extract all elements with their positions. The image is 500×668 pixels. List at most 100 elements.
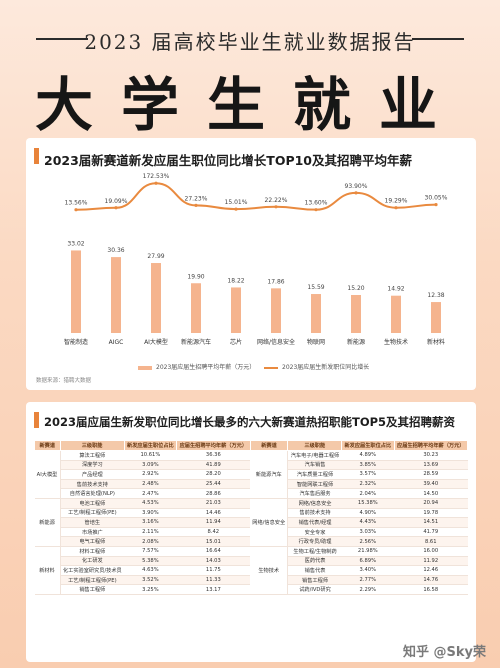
avg-salary: 14.76 bbox=[394, 575, 468, 586]
job-share: 3.52% bbox=[124, 575, 177, 586]
table-row: 销售工程师 3.25% 13.17 试药/IVD研究 2.29% 16.58 bbox=[35, 584, 468, 595]
growth-label: 19.09% bbox=[105, 198, 128, 205]
column-header: 三级职能 bbox=[59, 440, 125, 451]
job-share: 3.03% bbox=[341, 527, 394, 538]
avg-salary: 14.50 bbox=[394, 488, 468, 499]
growth-chart-card: 2023届新赛道新发应届生职位同比增长TOP10及其招聘平均年薪 33.02 智能… bbox=[26, 138, 476, 390]
job-share: 3.40% bbox=[341, 565, 394, 576]
legend-bar-swatch bbox=[138, 365, 152, 370]
avg-salary: 28.20 bbox=[176, 469, 251, 480]
job-function: 工艺/制程工程师(PE) bbox=[60, 508, 125, 519]
job-share: 2.11% bbox=[124, 527, 177, 538]
job-share: 2.29% bbox=[341, 584, 394, 595]
column-header: 新发应届生职位占比 bbox=[341, 440, 395, 451]
growth-point bbox=[314, 208, 318, 212]
table-row: 产品经理 2.92% 28.20 汽车质量工程师 3.57% 28.59 bbox=[35, 469, 468, 480]
avg-salary: 8.42 bbox=[176, 527, 251, 538]
growth-label: 22.22% bbox=[265, 197, 288, 204]
job-function: 行政专员/助理 bbox=[287, 536, 342, 547]
growth-point bbox=[394, 206, 398, 210]
bar-line-chart: 33.02 智能制造 30.36 AIGC 27.99 AI大模型 19.90 新能源汽车 18… bbox=[64, 173, 448, 346]
job-function: 生物工程/生物制药 bbox=[287, 546, 342, 557]
job-function: 汽车销售 bbox=[287, 460, 342, 471]
job-function: 产品经理 bbox=[60, 469, 125, 480]
avg-salary: 36.36 bbox=[176, 450, 251, 461]
avg-salary: 30.23 bbox=[394, 450, 468, 461]
growth-label: 30.05% bbox=[425, 195, 448, 202]
job-function: 安全专家 bbox=[287, 527, 342, 538]
job-share: 4.89% bbox=[341, 450, 394, 461]
growth-label: 172.53% bbox=[143, 173, 170, 180]
job-function: 汽车质量工程师 bbox=[287, 469, 342, 480]
avg-salary: 13.17 bbox=[176, 584, 251, 595]
table-row: 自然语言处理(NLP) 2.47% 28.86 汽车售后服务 2.04% 14.50 bbox=[35, 488, 468, 499]
growth-point bbox=[354, 191, 358, 195]
job-share: 21.98% bbox=[341, 546, 394, 557]
category-label: AI大模型 bbox=[144, 338, 168, 346]
job-function: 自然语言处理(NLP) bbox=[60, 488, 125, 499]
job-function: 化工实验室研究员/技术员 bbox=[60, 565, 125, 576]
table-row: 化工实验室研究员/技术员 4.63% 11.75 销售代表 3.40% 12.46 bbox=[35, 565, 468, 576]
job-function: 售前技术支持 bbox=[287, 508, 342, 519]
job-share: 6.89% bbox=[341, 556, 394, 567]
track-name: 新材料 bbox=[34, 546, 61, 595]
category-label: 生物技术 bbox=[384, 338, 408, 346]
category-label: AIGC bbox=[109, 339, 124, 346]
job-share: 4.43% bbox=[341, 517, 394, 528]
subtitle-row: 2023 届高校毕业生就业数据报告 bbox=[0, 26, 500, 55]
chart-title: 2023届新赛道新发应届生职位同比增长TOP10及其招聘平均年薪 bbox=[44, 153, 413, 168]
job-function: 售前技术支持 bbox=[60, 479, 125, 490]
job-share: 10.61% bbox=[124, 450, 177, 461]
table-row: 新能源 电池工程师 4.53% 21.03 网络/信息安全 网络/信息安全 15.38% 20… bbox=[34, 498, 468, 547]
table-row: 化工研发 5.38% 14.03 医药代表 6.89% 11.92 bbox=[35, 556, 468, 567]
bar-value-label: 15.59 bbox=[307, 284, 324, 291]
job-share: 4.53% bbox=[124, 498, 177, 509]
avg-salary: 39.40 bbox=[394, 479, 468, 490]
job-share: 2.77% bbox=[341, 575, 394, 586]
avg-salary: 20.94 bbox=[394, 498, 468, 509]
bar bbox=[231, 287, 241, 333]
salary-table: 新赛道 三级职能 新发应届生职位占比 应届生招聘平均年薪（万元） 新赛道 三级职能 新发应届… bbox=[34, 440, 468, 595]
job-function: 汽车电子/电器工程师 bbox=[287, 450, 342, 461]
table-row: 新材料 材料工程师 7.57% 16.64 生物技术 生物工程/生物制药 21.98% 16.… bbox=[34, 546, 468, 595]
job-function: 销售工程师 bbox=[287, 575, 342, 586]
avg-salary: 16.58 bbox=[394, 584, 468, 595]
divider-right bbox=[412, 38, 464, 40]
avg-salary: 14.51 bbox=[394, 517, 468, 528]
bar-value-label: 14.92 bbox=[387, 286, 404, 293]
table-title: 2023届应届生新发职位同比增长最多的六大新赛道热招职能TOP5及其招聘薪资 bbox=[44, 415, 456, 429]
avg-salary: 11.92 bbox=[394, 556, 468, 567]
job-function: 算法工程师 bbox=[60, 450, 125, 461]
bar bbox=[271, 288, 281, 333]
category-label: 芯片 bbox=[230, 338, 242, 346]
bar bbox=[391, 295, 401, 333]
column-header: 新赛道 bbox=[34, 440, 61, 451]
job-share: 3.90% bbox=[124, 508, 177, 519]
table-card: 2023届应届生新发职位同比增长最多的六大新赛道热招职能TOP5及其招聘薪资 新… bbox=[26, 402, 476, 662]
growth-label: 15.01% bbox=[225, 199, 248, 206]
job-function: 汽车售后服务 bbox=[287, 488, 342, 499]
column-header: 应届生招聘平均年薪（万元） bbox=[393, 440, 468, 451]
page-title: 大学生就业 bbox=[34, 71, 465, 139]
job-share: 3.09% bbox=[124, 460, 177, 471]
growth-label: 93.90% bbox=[345, 183, 368, 190]
job-function: 材料工程师 bbox=[60, 546, 125, 557]
avg-salary: 28.86 bbox=[176, 488, 251, 499]
bar bbox=[311, 294, 321, 333]
table-row: 工艺/制程工程师(PE) 3.90% 14.46 售前技术支持 4.90% 19.78 bbox=[35, 508, 468, 519]
track-name: 新能源汽车 bbox=[250, 450, 289, 499]
data-source: 数据来源：猎聘大数据 bbox=[36, 378, 92, 384]
bar-value-label: 30.36 bbox=[107, 247, 124, 254]
job-share: 3.57% bbox=[341, 469, 394, 480]
growth-label: 19.29% bbox=[385, 198, 408, 205]
job-function: 网络/信息安全 bbox=[287, 498, 342, 509]
track-name: 新能源 bbox=[34, 498, 61, 547]
legend-line: 2023届应届生新发职位同比增长 bbox=[264, 362, 369, 371]
growth-point bbox=[114, 206, 118, 210]
bar bbox=[431, 302, 441, 333]
table-row: 售前技术支持 2.48% 25.44 智能网联工程师 2.32% 39.40 bbox=[35, 479, 468, 490]
job-share: 2.56% bbox=[341, 536, 394, 547]
bar bbox=[71, 250, 81, 333]
growth-point bbox=[194, 203, 198, 207]
growth-label: 13.60% bbox=[305, 200, 328, 207]
